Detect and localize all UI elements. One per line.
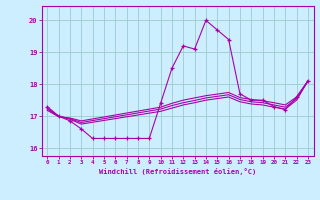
X-axis label: Windchill (Refroidissement éolien,°C): Windchill (Refroidissement éolien,°C) [99, 168, 256, 175]
